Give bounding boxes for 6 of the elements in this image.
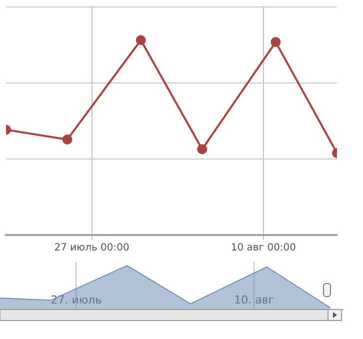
x-tick-label: 27. июль: [50, 293, 102, 306]
x-tick-label: 10 авг 00:00: [230, 242, 296, 254]
x-tick-label: 10. авг: [234, 293, 274, 306]
x-tick-label: 27 июль 00:00: [54, 242, 130, 254]
point: [136, 35, 146, 46]
point: [197, 144, 208, 154]
